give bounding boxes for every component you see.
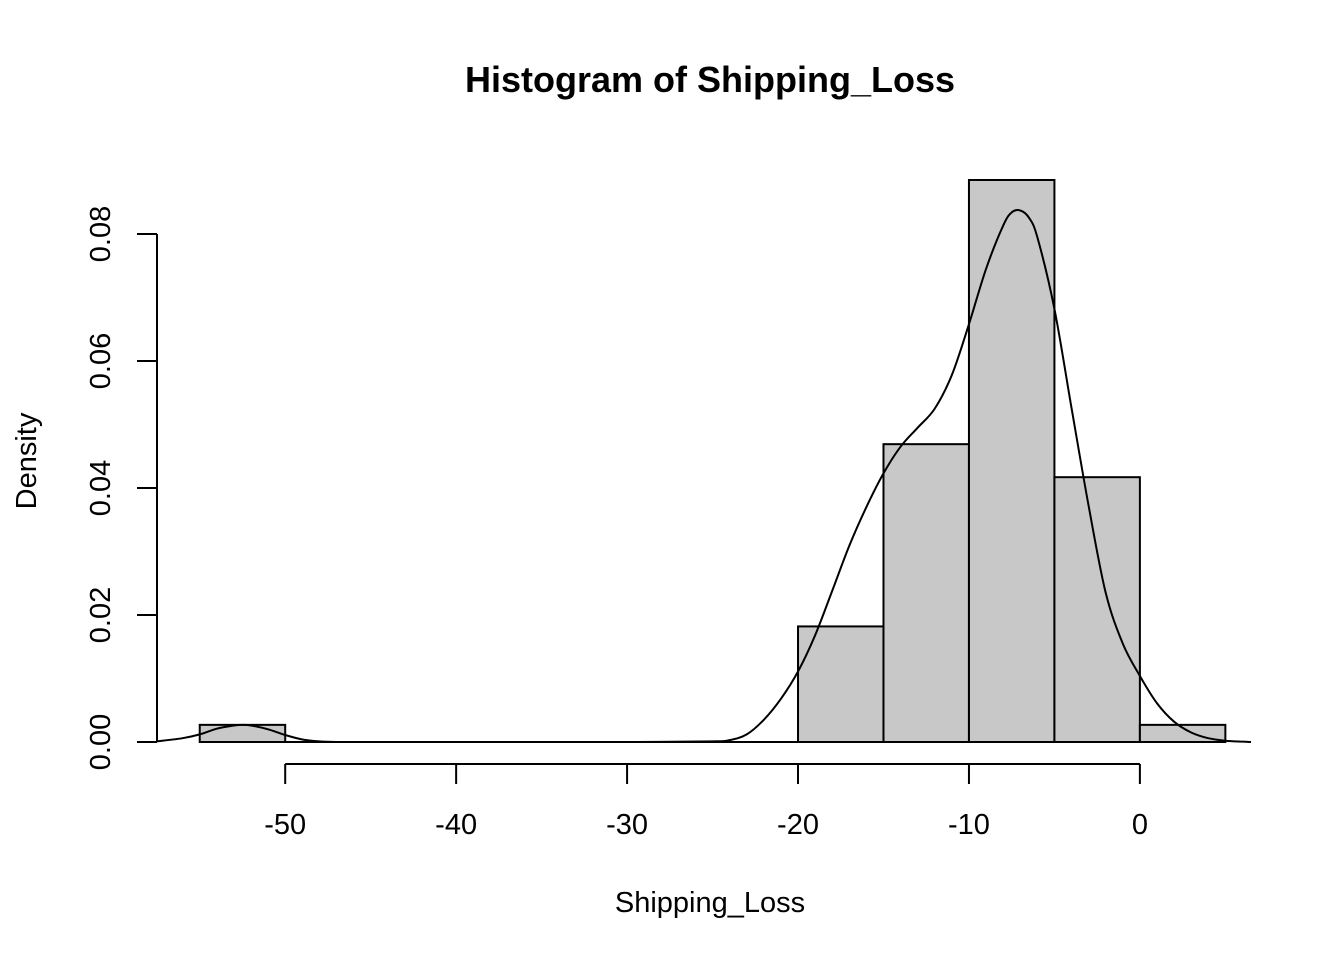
histogram-bars bbox=[198, 179, 1227, 744]
x-axis-label: Shipping_Loss bbox=[615, 887, 805, 919]
histogram-bar bbox=[967, 179, 1056, 743]
histogram-bar bbox=[198, 723, 287, 744]
density-curve bbox=[156, 209, 1252, 744]
y-tick-label: 0.06 bbox=[85, 333, 117, 389]
x-tick-label: -10 bbox=[948, 809, 990, 841]
histogram-bar bbox=[1053, 476, 1141, 743]
histogram-bar bbox=[882, 443, 970, 743]
x-tick-label: -40 bbox=[435, 809, 477, 841]
y-tick-label: 0.04 bbox=[85, 460, 117, 516]
histogram-bar bbox=[797, 625, 885, 744]
x-tick-label: 0 bbox=[1132, 809, 1148, 841]
y-axis-ticks: 0.00 0.02 0.04 0.06 0.08 bbox=[85, 206, 157, 770]
y-axis-label: Density bbox=[11, 412, 43, 509]
x-tick-label: -50 bbox=[264, 809, 306, 841]
y-tick-label: 0.00 bbox=[85, 714, 117, 770]
x-axis-ticks: -50 -40 -30 -20 -10 0 bbox=[264, 764, 1148, 841]
x-tick-label: -20 bbox=[777, 809, 819, 841]
y-tick-label: 0.02 bbox=[85, 587, 117, 643]
x-tick-label: -30 bbox=[606, 809, 648, 841]
y-tick-label: 0.08 bbox=[85, 206, 117, 262]
chart-title: Histogram of Shipping_Loss bbox=[465, 59, 955, 100]
